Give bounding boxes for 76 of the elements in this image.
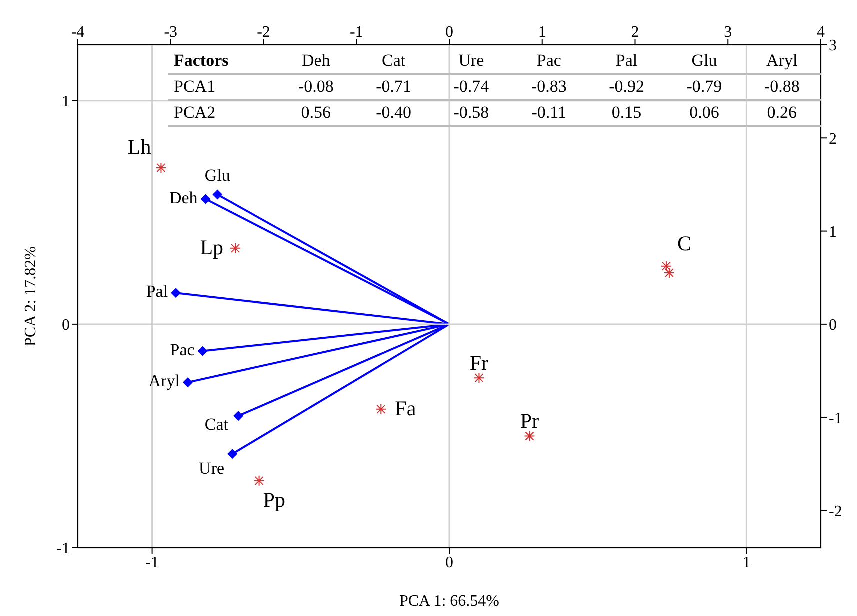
x2-tick-label: -3 [164,24,178,41]
x2-tick-label: -2 [257,24,270,41]
annotation: Ure [458,50,486,72]
y2-tick-label: 0 [829,317,837,334]
annotation: 0.56 [300,102,332,124]
data-label: Cat [204,415,229,434]
annotation: -0.79 [686,76,724,98]
point [660,260,672,272]
data-label: Deh [169,188,198,208]
data-label: Lh [128,134,152,159]
annotation: Factors [173,50,230,72]
annotation: -0.88 [763,76,801,98]
annotation: -0.11 [530,102,568,124]
point [200,194,211,204]
x2-tick-label: 4 [817,24,825,41]
data-label: Aryl [148,372,180,391]
data-label: C [677,231,692,256]
x-tick-label: 0 [446,554,454,572]
annotation: -0.71 [375,76,413,98]
point [376,404,387,415]
data-label: Pal [146,282,168,302]
y2-tick-label: -2 [829,503,842,520]
point [198,346,208,356]
annotation: Pal [614,50,639,72]
annotation: -0.58 [452,102,490,124]
y2-tick-label: 1 [829,224,837,241]
point [156,162,167,174]
annotation: -0.92 [608,76,646,98]
point [474,372,485,384]
x-tick-label: 1 [742,554,751,572]
annotation: Cat [381,50,407,72]
x2-tick-label: 2 [631,24,640,41]
data-label: Pp [263,488,286,512]
annotation: Pac [536,50,562,72]
y-tick-label: 1 [62,94,70,111]
y-tick-label: 0 [62,317,70,334]
annotation: -0.83 [530,76,568,98]
data-label: Ure [199,459,225,478]
x-tick-label: -1 [146,554,159,572]
annotation: 0.06 [688,102,720,124]
annotation: Deh [301,50,332,72]
annotation: Glu [690,50,718,72]
x2-tick-label: -4 [71,24,85,41]
point [230,242,242,254]
data-label: Lp [200,235,224,260]
point [171,288,182,298]
annotation: 0.26 [766,102,798,124]
point [524,430,536,442]
point [254,475,265,486]
point [228,449,238,460]
x2-tick-label: 0 [446,24,454,41]
data-label: Fr [470,351,489,376]
data-label: Pac [170,340,196,360]
annotation: 0.15 [610,102,643,124]
data-label: Pr [520,409,540,434]
annotation: -0.40 [375,102,413,124]
point [664,268,675,279]
data-label: Glu [204,166,231,185]
annotation: -0.74 [452,76,490,98]
x2-tick-label: 3 [724,24,732,41]
annotation: Aryl [766,50,799,72]
x2-tick-label: -1 [350,24,364,41]
annotation: PCA2 [173,102,217,124]
point [233,411,244,422]
y2-tick-label: -1 [829,410,842,428]
point [212,190,223,200]
annotation: -0.08 [297,76,335,98]
y-tick-label: -1 [56,540,70,558]
y2-tick-label: 2 [829,130,837,148]
x2-tick-label: 1 [538,24,546,41]
data-label: Fa [395,396,417,420]
y-axis-title: PCA 2: 17.82% [22,246,40,347]
point [182,378,193,388]
y2-tick-label: 3 [829,38,837,55]
x-axis-title: PCA 1: 66.54% [399,593,500,610]
annotation: PCA1 [173,76,217,98]
